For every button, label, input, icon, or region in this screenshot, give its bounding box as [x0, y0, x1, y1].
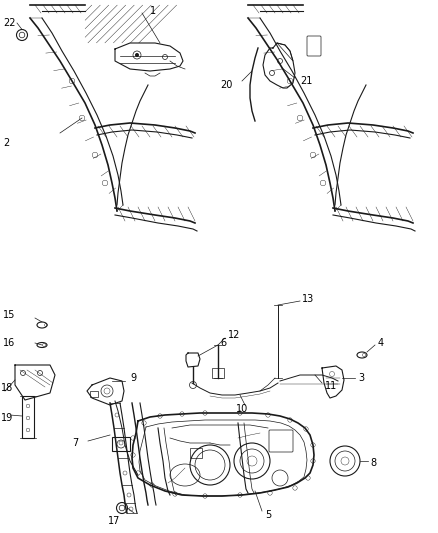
Circle shape — [304, 427, 308, 431]
Circle shape — [203, 494, 207, 498]
Circle shape — [311, 459, 315, 463]
Circle shape — [330, 446, 360, 476]
Text: 4: 4 — [378, 338, 384, 348]
Text: 10: 10 — [236, 404, 248, 414]
Circle shape — [150, 483, 154, 487]
Text: 8: 8 — [370, 458, 376, 468]
Text: 19: 19 — [1, 413, 13, 423]
Text: 15: 15 — [3, 310, 15, 320]
Text: 20: 20 — [220, 80, 233, 90]
Circle shape — [266, 413, 270, 417]
Bar — [212, 368, 224, 378]
Circle shape — [131, 436, 135, 440]
Circle shape — [173, 492, 177, 496]
Circle shape — [238, 493, 242, 497]
Circle shape — [17, 29, 28, 41]
Text: 6: 6 — [220, 338, 226, 348]
Text: 1: 1 — [150, 6, 156, 16]
Circle shape — [293, 486, 297, 490]
Text: 3: 3 — [358, 373, 364, 383]
Text: 18: 18 — [1, 383, 13, 393]
Bar — [112, 437, 130, 451]
Bar — [22, 396, 34, 438]
Circle shape — [142, 421, 146, 425]
Text: 22: 22 — [3, 18, 15, 28]
Bar — [90, 391, 98, 397]
Text: 2: 2 — [3, 138, 9, 148]
Circle shape — [306, 476, 310, 480]
Text: 9: 9 — [130, 373, 136, 383]
Text: 21: 21 — [300, 76, 312, 86]
Circle shape — [136, 471, 140, 475]
Circle shape — [131, 453, 135, 457]
Circle shape — [117, 503, 127, 513]
Circle shape — [203, 411, 207, 415]
Text: 11: 11 — [325, 381, 337, 391]
Text: 5: 5 — [265, 510, 271, 520]
Circle shape — [311, 443, 315, 447]
Text: 17: 17 — [108, 516, 120, 526]
Circle shape — [268, 491, 272, 495]
Circle shape — [238, 411, 242, 415]
Text: 16: 16 — [3, 338, 15, 348]
Circle shape — [180, 412, 184, 416]
Circle shape — [135, 53, 139, 57]
Circle shape — [288, 418, 292, 422]
Circle shape — [158, 414, 162, 418]
Text: 13: 13 — [302, 294, 314, 304]
Bar — [190, 448, 202, 458]
Text: 7: 7 — [72, 438, 78, 448]
Text: 12: 12 — [228, 330, 240, 340]
